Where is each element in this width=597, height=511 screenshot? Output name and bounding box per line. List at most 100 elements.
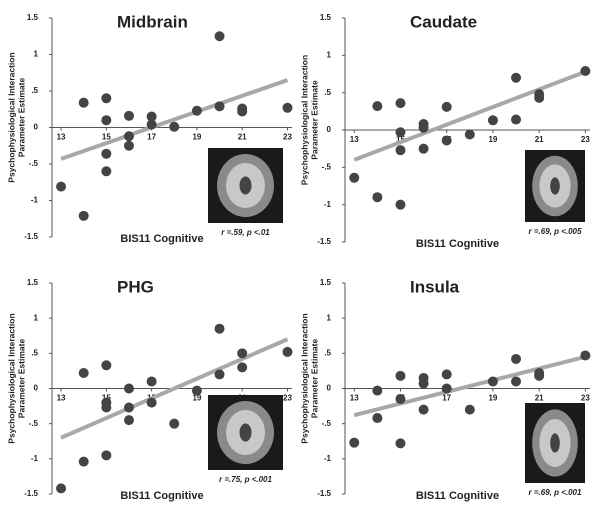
x-tick-label: 21 <box>238 133 247 142</box>
data-point <box>282 347 292 357</box>
x-axis-label: BIS11 Cognitive <box>416 490 499 502</box>
data-point <box>511 354 521 364</box>
data-point <box>215 369 225 379</box>
x-tick-label: 13 <box>350 394 359 403</box>
trend-line <box>354 72 585 160</box>
data-point <box>419 123 429 133</box>
y-tick-label: 0 <box>34 123 39 132</box>
chart-title: PHG <box>117 277 154 296</box>
data-point <box>580 350 590 360</box>
data-point <box>101 360 111 370</box>
data-point <box>372 192 382 202</box>
data-point <box>442 135 452 145</box>
data-point <box>215 101 225 111</box>
data-point <box>372 386 382 396</box>
data-point <box>101 450 111 460</box>
x-tick-label: 13 <box>350 135 359 144</box>
y-tick-label: -.5 <box>322 419 332 428</box>
y-axis-label: Parameter Estimate <box>16 339 26 419</box>
y-tick-label: -1 <box>324 454 332 463</box>
y-tick-label: 1 <box>34 50 39 59</box>
y-tick-label: 0 <box>34 384 39 393</box>
data-point <box>395 98 405 108</box>
x-tick-label: 23 <box>581 394 590 403</box>
x-tick-label: 19 <box>192 133 201 142</box>
x-tick-label: 23 <box>581 135 590 144</box>
x-tick-label: 13 <box>57 133 66 142</box>
data-point <box>395 394 405 404</box>
y-tick-label: -1.5 <box>317 489 331 498</box>
y-tick-label: 1.5 <box>27 278 39 287</box>
data-point <box>372 413 382 423</box>
panel: 1.51.50-.5-1-1.5131517192123InsulaBIS11 … <box>299 277 590 501</box>
x-tick-label: 23 <box>283 133 292 142</box>
data-point <box>419 379 429 389</box>
y-tick-label: 1.5 <box>320 278 332 287</box>
data-point <box>101 166 111 176</box>
data-point <box>124 384 134 394</box>
data-point <box>56 483 66 493</box>
y-tick-label: 1 <box>34 313 39 322</box>
data-point <box>124 415 134 425</box>
y-tick-label: .5 <box>31 86 38 95</box>
y-tick-label: .5 <box>324 88 331 97</box>
data-point <box>488 376 498 386</box>
x-tick-label: 19 <box>488 135 497 144</box>
annotation: r =.69, p <.005 <box>529 227 582 236</box>
y-axis-label: Parameter Estimate <box>309 80 319 160</box>
data-point <box>442 369 452 379</box>
y-tick-label: -1.5 <box>317 237 331 246</box>
panel: 1.51.50-.5-1-1.5131517192123PHGBIS11 Cog… <box>6 277 292 501</box>
y-tick-label: -.5 <box>29 159 39 168</box>
x-axis-label: BIS11 Cognitive <box>120 490 203 502</box>
x-tick-label: 17 <box>147 133 156 142</box>
data-point <box>511 73 521 83</box>
y-tick-label: -1.5 <box>24 232 38 241</box>
y-axis-label: Psychophysiological Interaction <box>299 55 309 185</box>
annotation: r =.59, p <.01 <box>221 228 270 237</box>
y-axis-label: Psychophysiological Interaction <box>299 313 309 443</box>
data-point <box>192 386 202 396</box>
data-point <box>395 438 405 448</box>
data-point <box>101 402 111 412</box>
data-point <box>215 324 225 334</box>
data-point <box>534 93 544 103</box>
data-point <box>237 348 247 358</box>
panel: 1.51.50-.5-1-1.5131517192123CaudateBIS11… <box>299 12 590 249</box>
x-axis-label: BIS11 Cognitive <box>416 238 499 250</box>
y-tick-label: 1.5 <box>27 13 39 22</box>
y-axis-label: Parameter Estimate <box>309 339 319 419</box>
x-tick-label: 21 <box>535 135 544 144</box>
data-point <box>419 144 429 154</box>
brain-image <box>550 177 560 194</box>
data-point <box>101 149 111 159</box>
y-tick-label: 0 <box>327 125 332 134</box>
data-point <box>488 115 498 125</box>
data-point <box>215 31 225 41</box>
data-point <box>56 182 66 192</box>
data-point <box>349 173 359 183</box>
y-tick-label: 0 <box>327 384 332 393</box>
chart-title: Insula <box>410 277 460 296</box>
data-point <box>169 419 179 429</box>
y-tick-label: .5 <box>31 348 38 357</box>
data-point <box>124 131 134 141</box>
data-point <box>147 398 157 408</box>
data-point <box>79 457 89 467</box>
x-tick-label: 19 <box>488 394 497 403</box>
data-point <box>580 66 590 76</box>
x-tick-label: 13 <box>57 394 66 403</box>
data-point <box>511 115 521 125</box>
data-point <box>534 371 544 381</box>
y-tick-label: -.5 <box>29 419 39 428</box>
brain-image <box>240 424 252 442</box>
data-point <box>169 122 179 132</box>
y-tick-label: 1 <box>327 313 332 322</box>
y-tick-label: -1 <box>31 196 39 205</box>
data-point <box>465 405 475 415</box>
data-point <box>192 106 202 116</box>
data-point <box>101 115 111 125</box>
trend-line <box>61 80 287 159</box>
data-point <box>372 101 382 111</box>
